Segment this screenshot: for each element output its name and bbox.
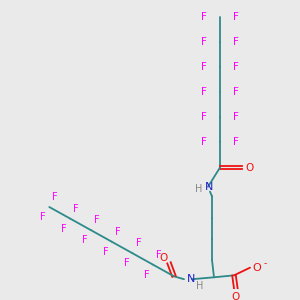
Text: F: F xyxy=(233,38,239,47)
Text: O: O xyxy=(159,253,167,263)
Text: F: F xyxy=(103,247,109,257)
Text: F: F xyxy=(201,112,207,122)
Text: N: N xyxy=(205,182,213,192)
Text: F: F xyxy=(201,38,207,47)
Text: F: F xyxy=(233,137,239,148)
Text: O: O xyxy=(232,292,240,300)
Text: N: N xyxy=(187,274,195,284)
Text: F: F xyxy=(201,62,207,72)
Text: F: F xyxy=(201,87,207,98)
Text: F: F xyxy=(73,203,79,214)
Text: H: H xyxy=(196,281,204,291)
Text: F: F xyxy=(233,87,239,98)
Text: F: F xyxy=(144,270,150,280)
Text: F: F xyxy=(233,62,239,72)
Text: F: F xyxy=(136,238,141,248)
Text: -: - xyxy=(263,259,267,268)
Text: F: F xyxy=(156,250,162,260)
Text: F: F xyxy=(40,212,46,222)
Text: F: F xyxy=(94,215,100,225)
Text: O: O xyxy=(246,163,254,172)
Text: F: F xyxy=(82,235,88,245)
Text: H: H xyxy=(195,184,203,194)
Text: F: F xyxy=(124,258,129,268)
Text: F: F xyxy=(52,192,58,202)
Text: F: F xyxy=(233,12,239,22)
Text: F: F xyxy=(201,137,207,148)
Text: F: F xyxy=(115,227,121,237)
Text: F: F xyxy=(233,112,239,122)
Text: F: F xyxy=(201,12,207,22)
Text: F: F xyxy=(61,224,67,234)
Text: O: O xyxy=(253,263,261,273)
